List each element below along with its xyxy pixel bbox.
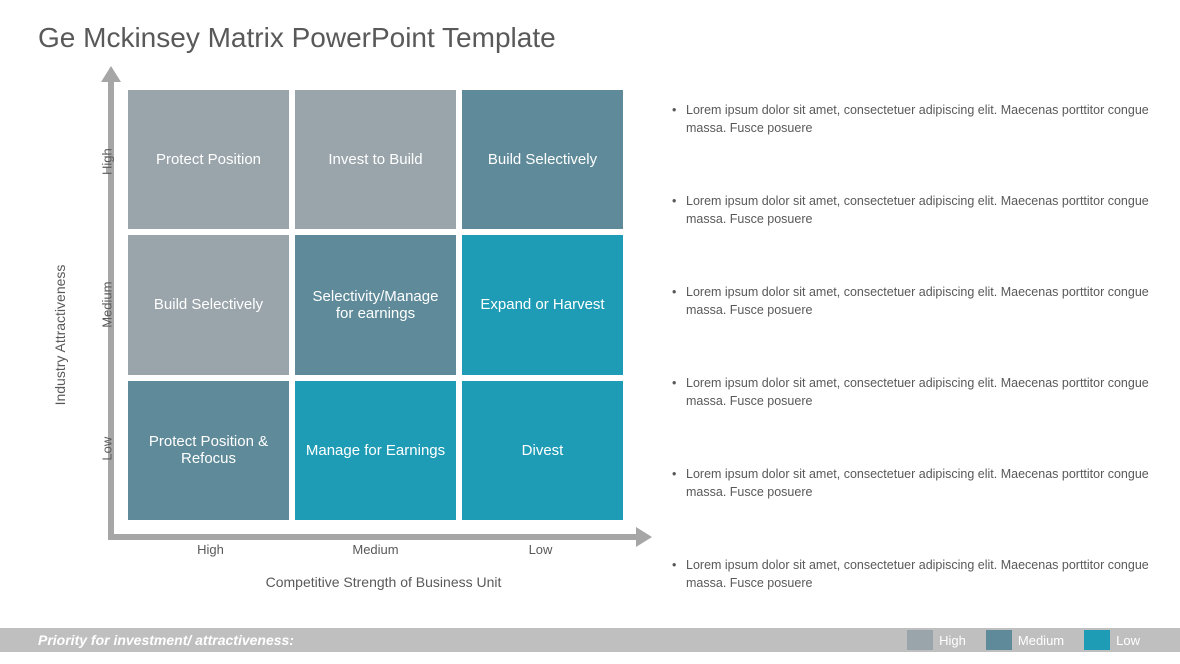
cell-2-0: Protect Position & Refocus — [128, 381, 289, 520]
cell-1-2: Expand or Harvest — [462, 235, 623, 374]
x-label-low: Low — [458, 542, 623, 557]
cell-0-0: Protect Position — [128, 90, 289, 229]
bullet-list: Lorem ipsum dolor sit amet, consectetuer… — [670, 102, 1150, 592]
cell-2-2: Divest — [462, 381, 623, 520]
cell-1-1: Selectivity/Manage for earnings — [295, 235, 456, 374]
matrix-chart: Industry Attractiveness High Medium Low … — [70, 90, 640, 580]
x-label-high: High — [128, 542, 293, 557]
legend-high-label: High — [939, 633, 966, 648]
bullet-item: Lorem ipsum dolor sit amet, consectetuer… — [670, 466, 1150, 501]
swatch-medium — [986, 630, 1012, 650]
bullet-item: Lorem ipsum dolor sit amet, consectetuer… — [670, 375, 1150, 410]
bullet-item: Lorem ipsum dolor sit amet, consectetuer… — [670, 284, 1150, 319]
x-axis-arrow — [108, 534, 638, 540]
footer-legend: High Medium Low — [907, 628, 1140, 652]
x-label-medium: Medium — [293, 542, 458, 557]
swatch-high — [907, 630, 933, 650]
matrix-grid: Protect Position Invest to Build Build S… — [128, 90, 623, 520]
cell-0-1: Invest to Build — [295, 90, 456, 229]
slide-title: Ge Mckinsey Matrix PowerPoint Template — [38, 22, 556, 54]
bullet-item: Lorem ipsum dolor sit amet, consectetuer… — [670, 557, 1150, 592]
bullet-item: Lorem ipsum dolor sit amet, consectetuer… — [670, 193, 1150, 228]
x-axis-title: Competitive Strength of Business Unit — [266, 574, 502, 590]
swatch-low — [1084, 630, 1110, 650]
footer-label: Priority for investment/ attractiveness: — [38, 632, 294, 648]
x-axis-labels: High Medium Low — [128, 542, 623, 557]
cell-1-0: Build Selectively — [128, 235, 289, 374]
legend-medium: Medium — [986, 630, 1064, 650]
legend-medium-label: Medium — [1018, 633, 1064, 648]
legend-high: High — [907, 630, 966, 650]
y-axis-labels: High Medium Low — [84, 90, 130, 520]
bullet-item: Lorem ipsum dolor sit amet, consectetuer… — [670, 102, 1150, 137]
legend-low-label: Low — [1116, 633, 1140, 648]
cell-0-2: Build Selectively — [462, 90, 623, 229]
cell-2-1: Manage for Earnings — [295, 381, 456, 520]
legend-low: Low — [1084, 630, 1140, 650]
